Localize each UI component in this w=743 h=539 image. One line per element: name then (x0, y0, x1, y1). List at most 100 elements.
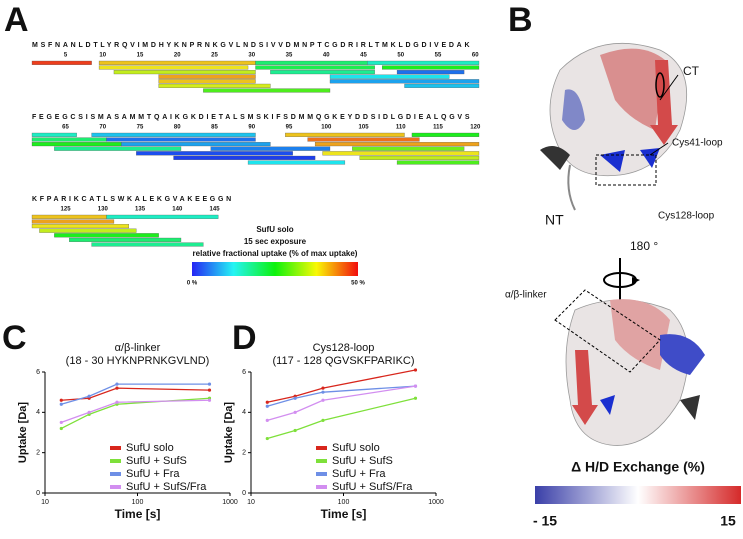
peptide (404, 83, 480, 88)
residue-number: 20 (174, 53, 181, 59)
legend-label: SufU + SufS/Fra (332, 481, 413, 493)
data-point (413, 384, 418, 388)
peptide (396, 70, 465, 75)
series-line (60, 397, 210, 430)
caption: 15 sec exposure (244, 237, 307, 246)
peptide (31, 137, 107, 142)
peptide (98, 60, 256, 65)
residue-number: 15 (137, 53, 144, 59)
structure-label: α/β-linker (505, 290, 547, 301)
peptide (158, 74, 256, 79)
hdx-colorbar (535, 486, 741, 504)
x-tick-label: 1000 (222, 499, 238, 506)
series-line (61, 383, 210, 405)
peptide (91, 132, 256, 137)
peptide (307, 137, 420, 142)
panel-label: B (508, 1, 533, 39)
data-point (59, 426, 63, 431)
peptide (367, 60, 480, 65)
residue-number: 10 (99, 53, 106, 59)
residue-number: 50 (397, 53, 404, 59)
y-tick-label: 4 (242, 409, 246, 416)
y-tick-label: 0 (36, 490, 40, 497)
residue-number: 45 (360, 53, 367, 59)
peptide (31, 214, 107, 219)
peptide (31, 224, 129, 229)
peptide (255, 60, 368, 65)
residue-number: 130 (98, 207, 109, 213)
peptide (54, 233, 159, 238)
data-point (115, 400, 119, 404)
legend-label: SufU + SufS (126, 455, 187, 467)
x-axis-label: Time [s] (115, 507, 161, 521)
series-line (61, 399, 210, 424)
residue-number: 5 (64, 53, 68, 59)
peptide (270, 70, 375, 75)
residue-number: 25 (211, 53, 218, 59)
residue-number: 30 (248, 53, 255, 59)
data-point (59, 420, 63, 425)
y-axis-label: Uptake [Da] (223, 402, 235, 463)
peptide (91, 242, 204, 247)
data-point (321, 398, 325, 402)
colorbar-title: Δ H/D Exchange (%) (571, 459, 705, 475)
series-line (267, 385, 416, 422)
data-point (293, 410, 297, 414)
panel-label: D (232, 319, 257, 357)
structure-label: NT (545, 212, 564, 228)
residue-number: 55 (435, 53, 442, 59)
data-point (59, 402, 63, 406)
y-tick-label: 2 (36, 450, 40, 457)
series-line (267, 397, 416, 440)
data-point (265, 436, 269, 441)
data-point (321, 390, 325, 394)
panel-label: A (4, 1, 29, 39)
residue-number: 110 (396, 125, 406, 131)
data-point (207, 382, 212, 386)
peptide (322, 151, 480, 156)
x-tick-label: 100 (132, 499, 144, 506)
colorbar-tick-label: 0 % (187, 281, 198, 287)
residue-number: 95 (286, 125, 293, 131)
structure-label: CT (683, 64, 700, 78)
peptide (136, 151, 293, 156)
peptide (69, 237, 182, 242)
peptide (98, 65, 249, 70)
colorbar-tick-label: - 15 (533, 513, 557, 529)
legend-label: SufU + SufS/Fra (126, 481, 207, 493)
structure-label: Cys41-loop (672, 138, 723, 149)
x-tick-label: 1000 (428, 499, 444, 506)
structure-label: 180 ° (630, 239, 658, 253)
y-axis-label: Uptake [Da] (17, 402, 29, 463)
peptide (113, 70, 256, 75)
peptide (359, 155, 480, 160)
residue-number: 125 (61, 207, 72, 213)
peptide (158, 83, 271, 88)
chart-title: (117 - 128 QGVSKFPARIKC) (272, 355, 414, 367)
peptide (285, 132, 405, 137)
x-axis-label: Time [s] (321, 507, 367, 521)
data-point (413, 368, 418, 372)
residue-number: 145 (210, 207, 221, 213)
uptake-colorbar (192, 262, 358, 276)
sequence: KFPARIKCATLSWKALEKGVAKEEGGN (32, 196, 231, 203)
peptide (31, 60, 92, 65)
chart-title: Cys128-loop (313, 342, 375, 354)
peptide (329, 79, 480, 84)
peptide (329, 74, 450, 79)
legend-label: SufU solo (126, 442, 174, 454)
structure-label: Cys128-loop (658, 211, 715, 222)
data-point (293, 428, 297, 433)
data-point (265, 400, 269, 404)
residue-number: 75 (137, 125, 144, 131)
colorbar-tick-label: 15 (720, 513, 736, 529)
data-point (207, 388, 212, 392)
data-point (115, 386, 119, 390)
series-line (267, 369, 416, 403)
legend-label: SufU + Fra (126, 468, 180, 480)
caption: SufU solo (256, 225, 293, 234)
residue-number: 90 (248, 125, 255, 131)
data-point (321, 418, 325, 422)
y-tick-label: 4 (36, 409, 40, 416)
